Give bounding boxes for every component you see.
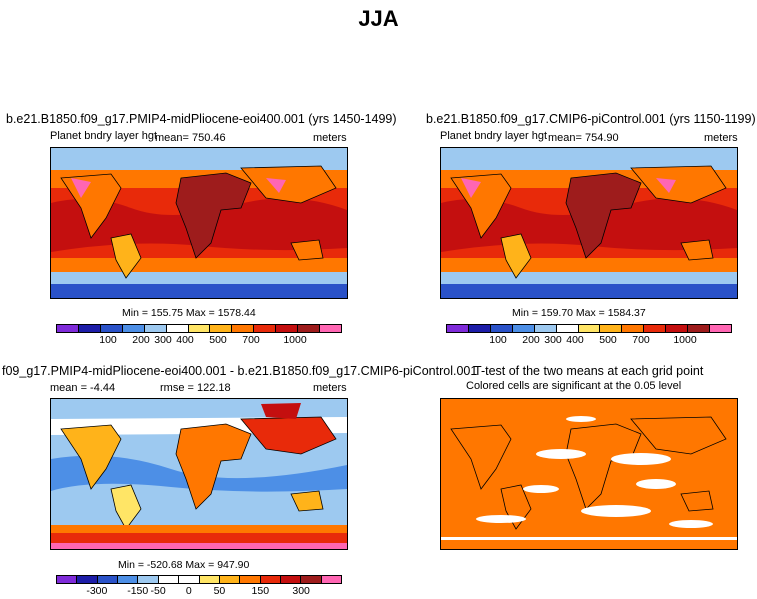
panel2-title: b.e21.B1850.f09_g17.CMIP6-piControl.001 … (426, 112, 756, 126)
colorbar-tick-label: 300 (292, 585, 310, 597)
panel1-units: meters (313, 132, 347, 144)
colorbar-tick-label: 200 (132, 334, 150, 346)
colorbar-tick-label: 700 (242, 334, 260, 346)
colorbar-tick-label: 300 (154, 334, 172, 346)
panel2-stats: Min = 159.70 Max = 1584.37 (512, 307, 646, 319)
panel3-units: meters (313, 382, 347, 394)
colorbar-swatch (622, 325, 645, 332)
colorbar-swatch (254, 325, 277, 332)
colorbar-swatch (77, 576, 98, 583)
figure-title: JJA (358, 6, 399, 31)
colorbar-swatch (688, 325, 711, 332)
panel4-subtitle: Colored cells are significant at the 0.0… (466, 380, 682, 392)
colorbar-swatch (240, 576, 261, 583)
colorbar-swatch (232, 325, 255, 332)
colorbar-tick-label: 100 (489, 334, 507, 346)
colorbar-swatch (158, 576, 180, 583)
colorbar-swatch (490, 325, 513, 332)
colorbar-swatch (512, 325, 535, 332)
panel3-stats: Min = -520.68 Max = 947.90 (118, 559, 250, 571)
panel1-colorbar (56, 324, 342, 333)
panel1-map (50, 147, 348, 299)
colorbar-swatch (710, 325, 731, 332)
colorbar-swatch (666, 325, 689, 332)
colorbar-tick-label: 1000 (283, 334, 307, 346)
panel1-title: b.e21.B1850.f09_g17.PMIP4-midPliocene-eo… (6, 112, 397, 126)
colorbar-tick-label: 200 (522, 334, 540, 346)
panel4-map (440, 398, 738, 550)
colorbar-swatch (118, 576, 139, 583)
colorbar-swatch (210, 325, 233, 332)
colorbar-swatch (298, 325, 321, 332)
panel3-rmse: rmse = 122.18 (160, 382, 231, 394)
colorbar-tick-label: 1000 (673, 334, 697, 346)
colorbar-tick-label: 400 (176, 334, 194, 346)
panel1-colorbar-labels: 100 200 300 400 500 700 1000 (56, 334, 342, 348)
colorbar-swatch (138, 576, 159, 583)
colorbar-swatch (179, 576, 200, 583)
colorbar-tick-label: -50 (150, 585, 166, 597)
colorbar-tick-label: 0 (185, 585, 192, 597)
colorbar-tick-label: -150 (127, 585, 149, 597)
colorbar-swatch (97, 576, 119, 583)
panel3-colorbar-labels: -300 -150 -50 0 50 150 300 (56, 585, 342, 599)
colorbar-swatch (78, 325, 101, 332)
panel3-colorbar (56, 575, 342, 584)
colorbar-tick-label: 700 (632, 334, 650, 346)
panel1-variable-label: Planet bndry layer hgt (50, 130, 158, 142)
colorbar-swatch (320, 325, 341, 332)
panel3-mean: mean = -4.44 (50, 382, 116, 394)
colorbar-tick-label: 300 (544, 334, 562, 346)
colorbar-swatch (578, 325, 601, 332)
panel4-title: T-test of the two means at each grid poi… (474, 364, 704, 378)
panel3-title: f09_g17.PMIP4-midPliocene-eoi400.001 - b… (2, 364, 478, 378)
panel2-map (440, 147, 738, 299)
colorbar-swatch (144, 325, 167, 332)
colorbar-tick-label: 500 (599, 334, 617, 346)
panel1-stats: Min = 155.75 Max = 1578.44 (122, 307, 256, 319)
colorbar-swatch (260, 576, 281, 583)
colorbar-swatch (188, 325, 211, 332)
colorbar-swatch (122, 325, 145, 332)
colorbar-swatch (280, 576, 302, 583)
colorbar-swatch (166, 325, 189, 332)
colorbar-tick-label: 100 (99, 334, 117, 346)
colorbar-swatch (600, 325, 623, 332)
colorbar-tick-label: 150 (251, 585, 270, 597)
panel1-mean: mean= 750.46 (155, 132, 226, 144)
colorbar-swatch (57, 325, 79, 332)
colorbar-swatch (644, 325, 667, 332)
colorbar-swatch (100, 325, 123, 332)
panel2-colorbar-labels: 100 200 300 400 500 700 1000 (446, 334, 732, 348)
colorbar-swatch (468, 325, 491, 332)
colorbar-tick-label: 50 (213, 585, 226, 597)
colorbar-swatch (57, 576, 78, 583)
panel2-variable-label: Planet bndry layer hgt (440, 130, 548, 142)
colorbar-swatch (301, 576, 322, 583)
colorbar-swatch (556, 325, 579, 332)
colorbar-swatch (219, 576, 241, 583)
colorbar-tick-label: 400 (566, 334, 584, 346)
colorbar-swatch (447, 325, 469, 332)
panel2-colorbar (446, 324, 732, 333)
colorbar-swatch (534, 325, 557, 332)
colorbar-tick-label: 500 (209, 334, 227, 346)
colorbar-tick-label: -300 (86, 585, 108, 597)
panel2-mean: mean= 754.90 (548, 132, 619, 144)
colorbar-swatch (276, 325, 299, 332)
panel3-map (50, 398, 348, 550)
colorbar-swatch (321, 576, 342, 583)
colorbar-swatch (199, 576, 220, 583)
panel2-units: meters (704, 132, 738, 144)
